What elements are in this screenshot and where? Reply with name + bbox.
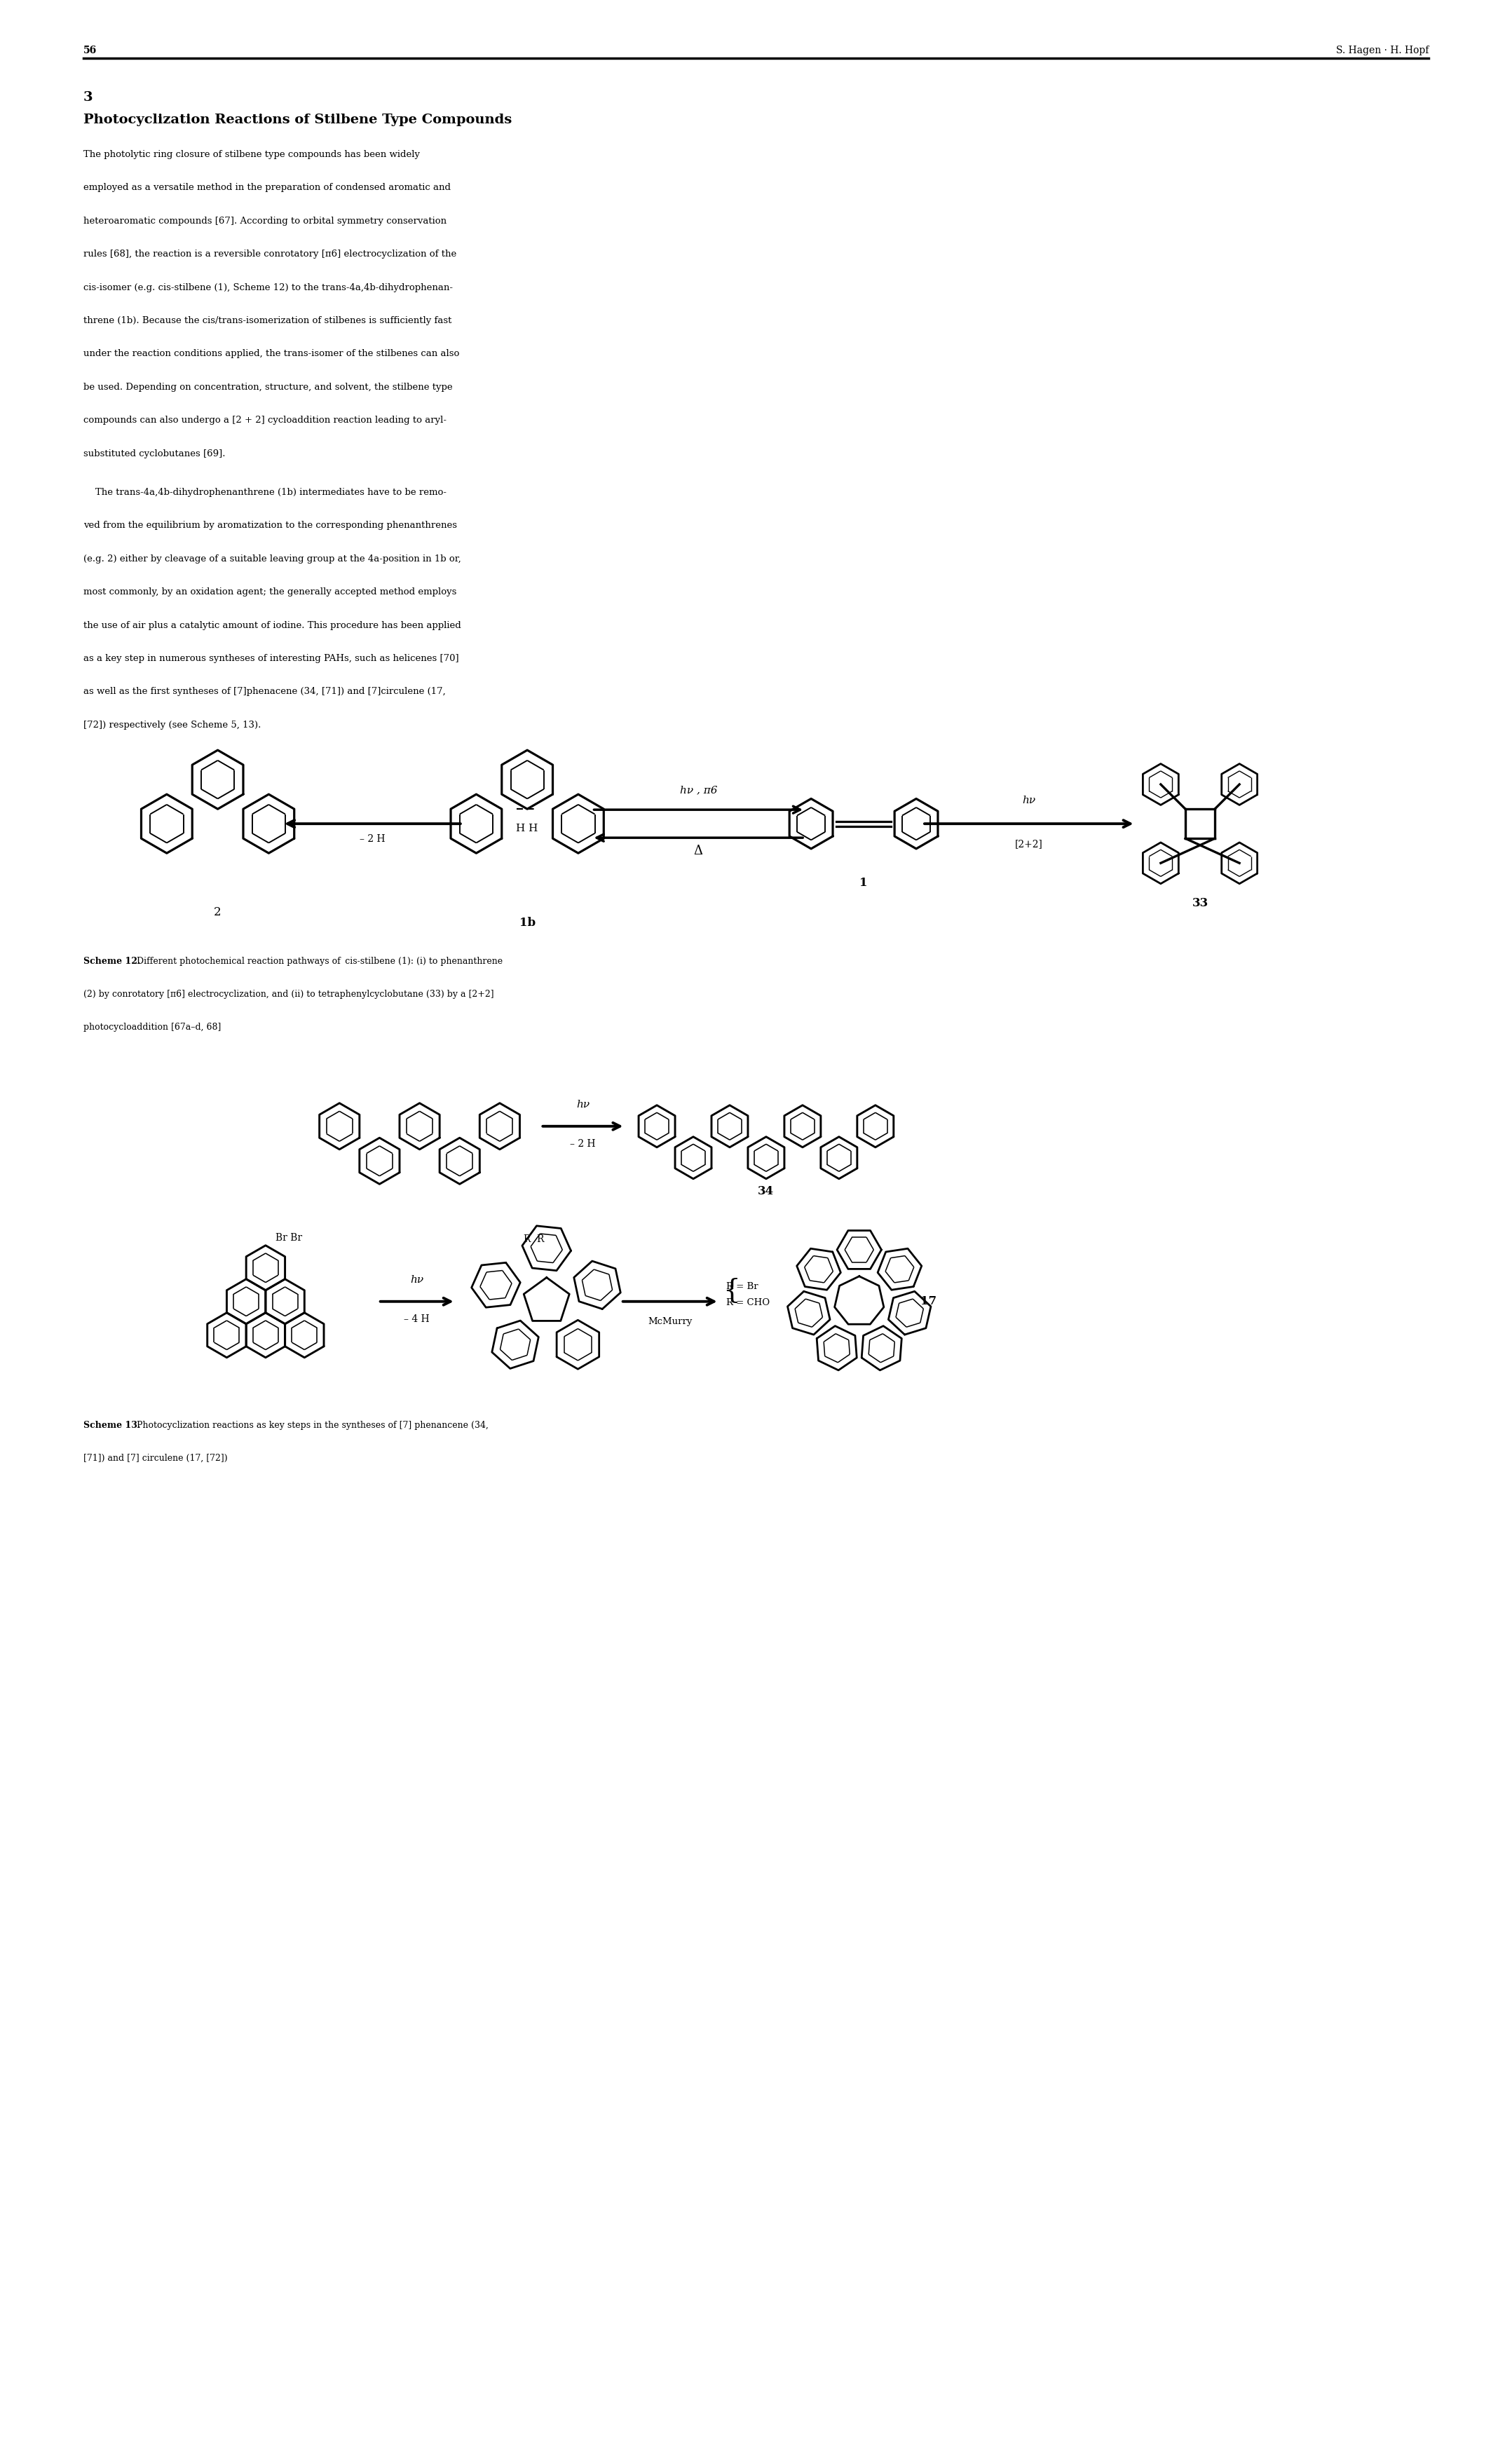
Text: photocycloaddition [67a–d, 68]: photocycloaddition [67a–d, 68] xyxy=(83,1024,221,1031)
Text: Different photochemical reaction pathways of  cis-stilbene (1): (i) to phenanthr: Different photochemical reaction pathway… xyxy=(133,957,502,965)
Text: substituted cyclobutanes [69].: substituted cyclobutanes [69]. xyxy=(83,448,225,458)
Text: rules [68], the reaction is a reversible conrotatory [π6] electrocyclization of : rules [68], the reaction is a reversible… xyxy=(83,249,457,258)
Text: under the reaction conditions applied, the trans-isomer of the stilbenes can als: under the reaction conditions applied, t… xyxy=(83,349,460,359)
Text: as well as the first syntheses of [7]phenacene (34, [71]) and [7]circulene (17,: as well as the first syntheses of [7]phe… xyxy=(83,687,446,696)
Text: R  R: R R xyxy=(523,1235,544,1243)
Text: (e.g. 2) either by cleavage of a suitable leaving group at the 4a-position in 1b: (e.g. 2) either by cleavage of a suitabl… xyxy=(83,554,461,564)
Text: R = CHO: R = CHO xyxy=(726,1297,770,1307)
Text: most commonly, by an oxidation agent; the generally accepted method employs: most commonly, by an oxidation agent; th… xyxy=(83,588,457,596)
Text: 34: 34 xyxy=(758,1186,774,1199)
Text: 3: 3 xyxy=(83,91,92,103)
Text: Photocyclization reactions as key steps in the syntheses of [7] phenancene (34,: Photocyclization reactions as key steps … xyxy=(133,1420,488,1430)
Text: hν: hν xyxy=(1022,795,1036,805)
Text: S. Hagen · H. Hopf: S. Hagen · H. Hopf xyxy=(1337,47,1429,57)
Text: {: { xyxy=(723,1277,739,1304)
Text: hν , π6: hν , π6 xyxy=(679,785,717,795)
Text: 1b: 1b xyxy=(519,915,535,928)
Text: as a key step in numerous syntheses of interesting PAHs, such as helicenes [70]: as a key step in numerous syntheses of i… xyxy=(83,655,458,662)
Text: Scheme 12.: Scheme 12. xyxy=(83,957,141,965)
Text: 1: 1 xyxy=(860,876,868,888)
Text: compounds can also undergo a [2 + 2] cycloaddition reaction leading to aryl-: compounds can also undergo a [2 + 2] cyc… xyxy=(83,416,446,426)
Text: employed as a versatile method in the preparation of condensed aromatic and: employed as a versatile method in the pr… xyxy=(83,182,451,192)
Text: hν: hν xyxy=(410,1275,423,1285)
Text: The trans-4a,4b-dihydrophenanthrene (1b) intermediates have to be remo-: The trans-4a,4b-dihydrophenanthrene (1b)… xyxy=(83,487,446,497)
Text: the use of air plus a catalytic amount of iodine. This procedure has been applie: the use of air plus a catalytic amount o… xyxy=(83,620,461,630)
Text: Photocyclization Reactions of Stilbene Type Compounds: Photocyclization Reactions of Stilbene T… xyxy=(83,113,511,126)
Text: R = Br: R = Br xyxy=(726,1282,758,1292)
Text: [72]) respectively (see Scheme 5, 13).: [72]) respectively (see Scheme 5, 13). xyxy=(83,721,260,728)
Text: Br Br: Br Br xyxy=(275,1233,302,1243)
Text: H H: H H xyxy=(516,824,538,834)
Text: 17: 17 xyxy=(921,1294,936,1307)
Text: ved from the equilibrium by aromatization to the corresponding phenanthrenes: ved from the equilibrium by aromatizatio… xyxy=(83,522,457,529)
Text: [71]) and [7] circulene (17, [72]): [71]) and [7] circulene (17, [72]) xyxy=(83,1454,227,1462)
Text: 56: 56 xyxy=(83,47,97,57)
Text: cis-isomer (e.g. cis-stilbene (1), Scheme 12) to the trans-4a,4b-dihydrophenan-: cis-isomer (e.g. cis-stilbene (1), Schem… xyxy=(83,283,452,293)
Text: heteroaromatic compounds [67]. According to orbital symmetry conservation: heteroaromatic compounds [67]. According… xyxy=(83,217,446,226)
Text: Scheme 13.: Scheme 13. xyxy=(83,1420,141,1430)
Text: – 2 H: – 2 H xyxy=(570,1139,596,1149)
Text: threne (1b). Because the cis/trans-isomerization of stilbenes is sufficiently fa: threne (1b). Because the cis/trans-isome… xyxy=(83,315,452,325)
Text: 33: 33 xyxy=(1191,898,1208,908)
Text: 2: 2 xyxy=(215,906,221,918)
Text: The photolytic ring closure of stilbene type compounds has been widely: The photolytic ring closure of stilbene … xyxy=(83,150,420,160)
Text: – 2 H: – 2 H xyxy=(360,834,386,844)
Text: Δ: Δ xyxy=(694,844,703,856)
Text: McMurry: McMurry xyxy=(647,1317,692,1326)
Text: be used. Depending on concentration, structure, and solvent, the stilbene type: be used. Depending on concentration, str… xyxy=(83,381,452,391)
Text: hν: hν xyxy=(576,1100,590,1110)
Text: (2) by conrotatory [π6] electrocyclization, and (ii) to tetraphenylcyclobutane (: (2) by conrotatory [π6] electrocyclizati… xyxy=(83,989,493,999)
Text: – 4 H: – 4 H xyxy=(404,1314,429,1324)
Text: [2+2]: [2+2] xyxy=(1015,839,1043,849)
